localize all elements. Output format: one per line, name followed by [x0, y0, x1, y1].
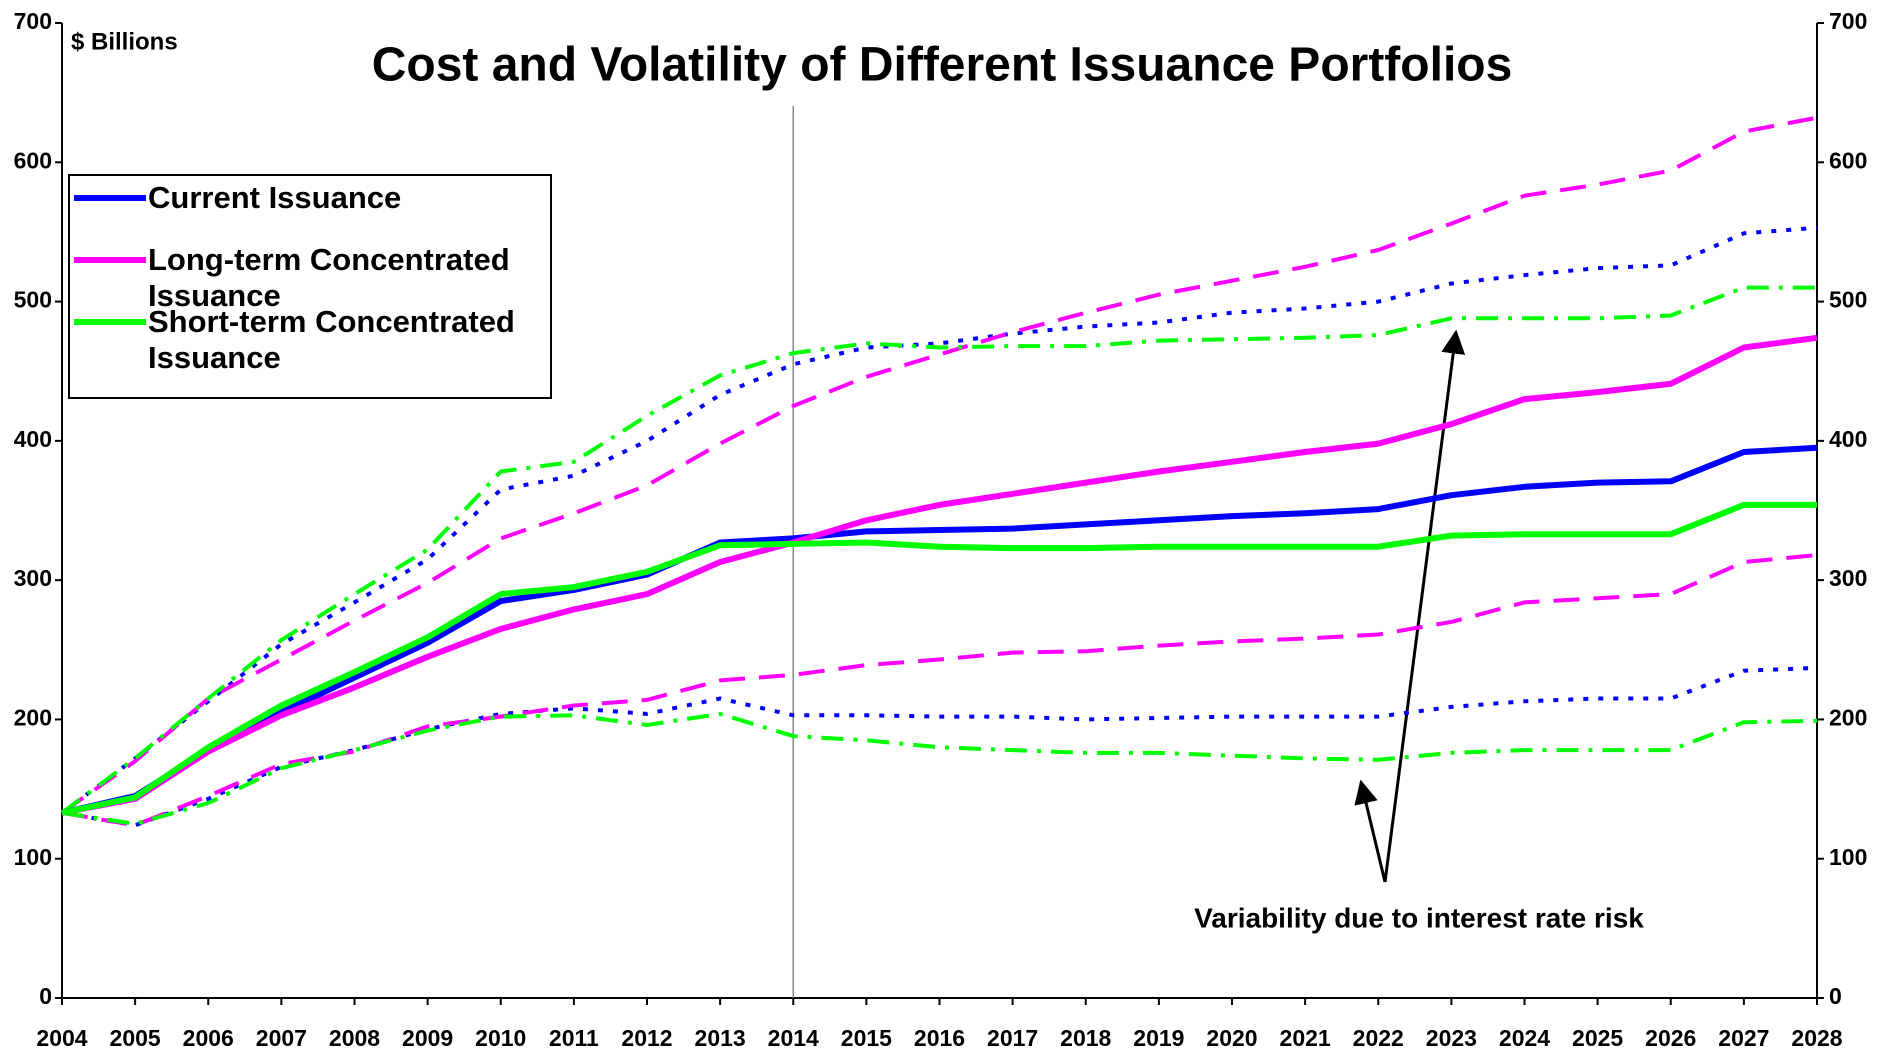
x-tick-label: 2004 [36, 1025, 87, 1051]
series-line [61, 444, 1818, 816]
y-tick-label: 100 [14, 844, 52, 870]
band-line [60, 285, 1817, 815]
y-tick-label: 600 [14, 147, 52, 173]
x-tick-label: 2022 [1353, 1025, 1404, 1051]
x-tick-label: 2008 [329, 1025, 380, 1051]
x-tick-label: 2009 [402, 1025, 453, 1051]
x-tick-label: 2010 [475, 1025, 526, 1051]
y2-tick-label: 200 [1829, 705, 1867, 731]
x-tick-label: 2017 [987, 1025, 1038, 1051]
legend-swatch [74, 257, 146, 263]
y-tick-label: 0 [39, 983, 52, 1009]
band-line [61, 711, 1818, 826]
x-tick-label: 2013 [695, 1025, 746, 1051]
x-tick-label: 2026 [1645, 1025, 1696, 1051]
y-tick-label: 500 [14, 287, 52, 313]
legend-entry: Long-term Concentrated Issuance [74, 242, 548, 314]
x-tick-label: 2012 [621, 1025, 672, 1051]
y-tick-label: 200 [14, 705, 52, 731]
y2-tick-label: 400 [1829, 426, 1867, 452]
x-tick-label: 2006 [183, 1025, 234, 1051]
legend-label: Current Issuance [148, 180, 402, 215]
x-tick-label: 2021 [1280, 1025, 1331, 1051]
y-tick-label: 700 [14, 8, 52, 34]
y2-tick-label: 100 [1829, 844, 1867, 870]
y-axis-label: $ Billions [71, 28, 178, 55]
band-line [61, 665, 1818, 828]
x-tick-label: 2023 [1426, 1025, 1477, 1051]
band-line [61, 553, 1818, 828]
legend: Current Issuance Long-term Concentrated I… [68, 174, 552, 399]
x-tick-label: 2019 [1133, 1025, 1184, 1051]
legend-entry: Short-term Concentrated Issuance [74, 304, 548, 376]
x-tick-label: 2015 [841, 1025, 892, 1051]
band-line [60, 225, 1818, 815]
y2-tick-label: 700 [1829, 8, 1867, 34]
x-tick-label: 2020 [1206, 1025, 1257, 1051]
y-tick-label: 300 [14, 565, 52, 591]
legend-label: Long-term Concentrated Issuance [148, 242, 510, 313]
y2-tick-label: 300 [1829, 565, 1867, 591]
x-tick-label: 2005 [110, 1025, 161, 1051]
x-tick-label: 2028 [1791, 1025, 1842, 1051]
x-tick-label: 2007 [256, 1025, 307, 1051]
y2-tick-label: 600 [1829, 147, 1867, 173]
legend-swatch [74, 195, 146, 201]
annotation: Variability due to interest rate risk [1194, 902, 1644, 933]
legend-label: Short-term Concentrated Issuance [148, 304, 515, 375]
y-tick-label: 400 [14, 426, 52, 452]
x-tick-label: 2016 [914, 1025, 965, 1051]
x-tick-label: 2014 [768, 1025, 819, 1051]
band-line [60, 115, 1818, 815]
legend-swatch [74, 319, 146, 325]
y2-tick-label: 0 [1829, 983, 1842, 1009]
x-tick-label: 2027 [1718, 1025, 1769, 1051]
annotation-arrow [1383, 329, 1466, 883]
series-line [61, 501, 1817, 816]
series-line [61, 334, 1818, 816]
chart-title: Cost and Volatility of Different Issuanc… [372, 39, 1513, 92]
x-tick-label: 2024 [1499, 1025, 1550, 1051]
y2-tick-label: 500 [1829, 287, 1867, 313]
x-tick-label: 2025 [1572, 1025, 1623, 1051]
x-tick-label: 2018 [1060, 1025, 1111, 1051]
x-tick-label: 2011 [549, 1025, 599, 1051]
annotation-arrow [1354, 779, 1387, 883]
legend-entry: Current Issuance [74, 180, 548, 216]
